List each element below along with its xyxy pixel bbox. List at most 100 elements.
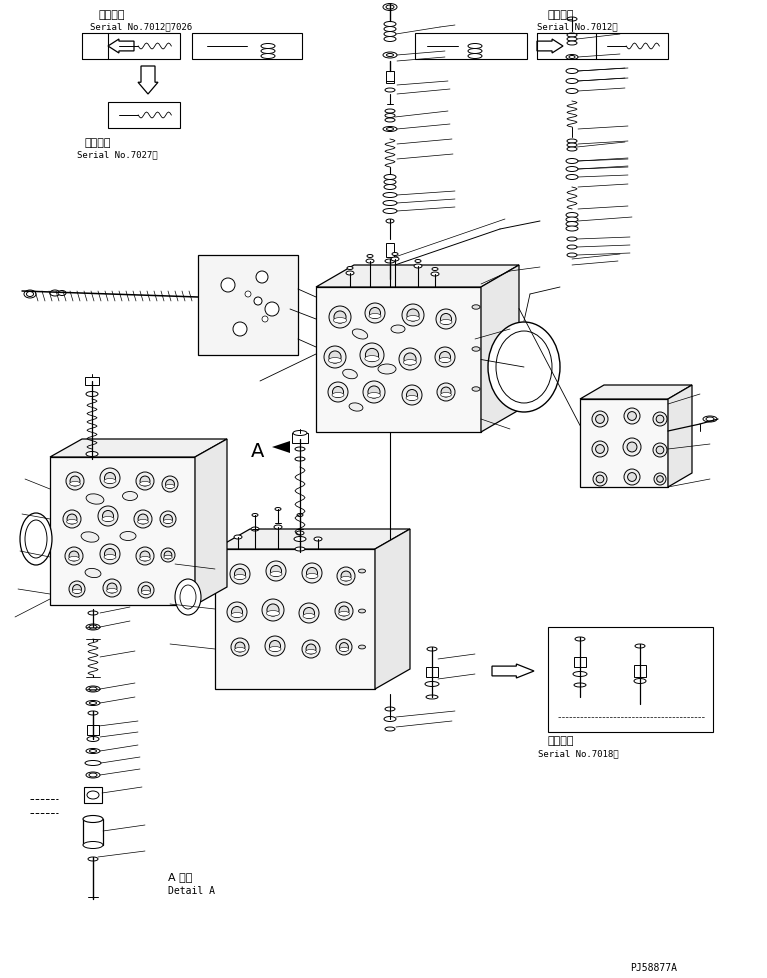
Ellipse shape [88, 857, 98, 861]
Ellipse shape [137, 520, 148, 524]
Circle shape [436, 310, 456, 330]
Bar [415, 34, 527, 60]
Circle shape [256, 272, 268, 284]
Ellipse shape [81, 532, 99, 543]
Circle shape [266, 561, 286, 581]
Circle shape [164, 552, 172, 559]
Ellipse shape [439, 358, 451, 363]
Circle shape [334, 312, 346, 324]
Circle shape [100, 468, 120, 488]
Ellipse shape [567, 34, 577, 38]
Circle shape [654, 473, 666, 485]
Ellipse shape [86, 687, 100, 692]
Circle shape [337, 567, 355, 586]
Circle shape [335, 602, 353, 620]
Circle shape [63, 511, 81, 528]
Ellipse shape [67, 520, 77, 524]
Ellipse shape [104, 479, 116, 484]
Ellipse shape [140, 482, 150, 486]
Circle shape [304, 608, 314, 619]
Ellipse shape [384, 27, 396, 32]
Bar [596, 34, 668, 60]
Circle shape [235, 643, 245, 652]
Ellipse shape [261, 55, 275, 60]
Ellipse shape [468, 50, 482, 55]
Ellipse shape [566, 56, 578, 61]
Circle shape [656, 416, 664, 423]
Ellipse shape [427, 647, 437, 651]
Ellipse shape [303, 614, 315, 619]
Ellipse shape [391, 258, 399, 262]
Ellipse shape [294, 537, 306, 542]
Bar [108, 34, 180, 60]
Ellipse shape [140, 556, 150, 561]
Ellipse shape [275, 508, 281, 511]
Circle shape [65, 548, 83, 565]
Ellipse shape [90, 750, 97, 753]
Circle shape [365, 349, 379, 362]
Circle shape [138, 514, 148, 524]
Circle shape [402, 305, 424, 327]
Circle shape [441, 387, 451, 397]
Circle shape [324, 346, 346, 369]
Circle shape [435, 347, 455, 368]
Ellipse shape [385, 260, 395, 264]
Ellipse shape [414, 265, 422, 269]
Circle shape [329, 307, 351, 329]
Ellipse shape [383, 127, 397, 132]
Ellipse shape [358, 609, 366, 613]
Ellipse shape [567, 253, 577, 258]
Ellipse shape [392, 253, 398, 256]
Ellipse shape [234, 535, 242, 540]
Ellipse shape [472, 387, 480, 392]
Circle shape [265, 302, 279, 317]
Ellipse shape [573, 672, 587, 677]
Circle shape [333, 387, 344, 398]
Ellipse shape [383, 209, 397, 214]
Ellipse shape [384, 180, 396, 185]
Circle shape [624, 409, 640, 424]
Ellipse shape [567, 38, 577, 42]
Ellipse shape [386, 220, 394, 224]
Ellipse shape [269, 646, 281, 651]
Bar [83, 820, 103, 845]
Ellipse shape [566, 175, 578, 180]
Ellipse shape [163, 520, 173, 524]
Text: 適用号機: 適用号機 [98, 10, 124, 20]
Ellipse shape [384, 717, 396, 722]
Ellipse shape [83, 842, 103, 849]
Circle shape [70, 476, 80, 486]
Ellipse shape [567, 245, 577, 249]
Ellipse shape [334, 318, 347, 324]
Circle shape [370, 308, 380, 319]
Circle shape [136, 548, 154, 565]
Circle shape [103, 511, 114, 522]
Ellipse shape [385, 119, 395, 123]
Bar [548, 627, 713, 733]
Ellipse shape [366, 260, 374, 264]
Ellipse shape [575, 638, 585, 642]
Ellipse shape [365, 356, 379, 362]
Ellipse shape [107, 589, 117, 594]
Ellipse shape [314, 538, 322, 542]
Ellipse shape [261, 50, 275, 55]
Text: Serial No.7027～: Serial No.7027～ [77, 150, 158, 158]
Bar [574, 657, 586, 667]
Circle shape [368, 386, 380, 399]
Ellipse shape [25, 520, 47, 558]
Ellipse shape [384, 185, 396, 191]
Ellipse shape [403, 360, 416, 366]
Ellipse shape [367, 255, 373, 258]
Ellipse shape [635, 645, 645, 648]
Ellipse shape [384, 22, 396, 27]
Ellipse shape [70, 482, 81, 486]
Ellipse shape [468, 44, 482, 50]
Text: Serial No.7012～: Serial No.7012～ [537, 22, 617, 31]
Circle shape [230, 564, 250, 585]
Ellipse shape [383, 53, 397, 59]
Circle shape [623, 438, 641, 457]
Ellipse shape [270, 572, 282, 577]
Ellipse shape [347, 267, 353, 270]
Ellipse shape [86, 452, 98, 457]
Bar [386, 72, 394, 84]
